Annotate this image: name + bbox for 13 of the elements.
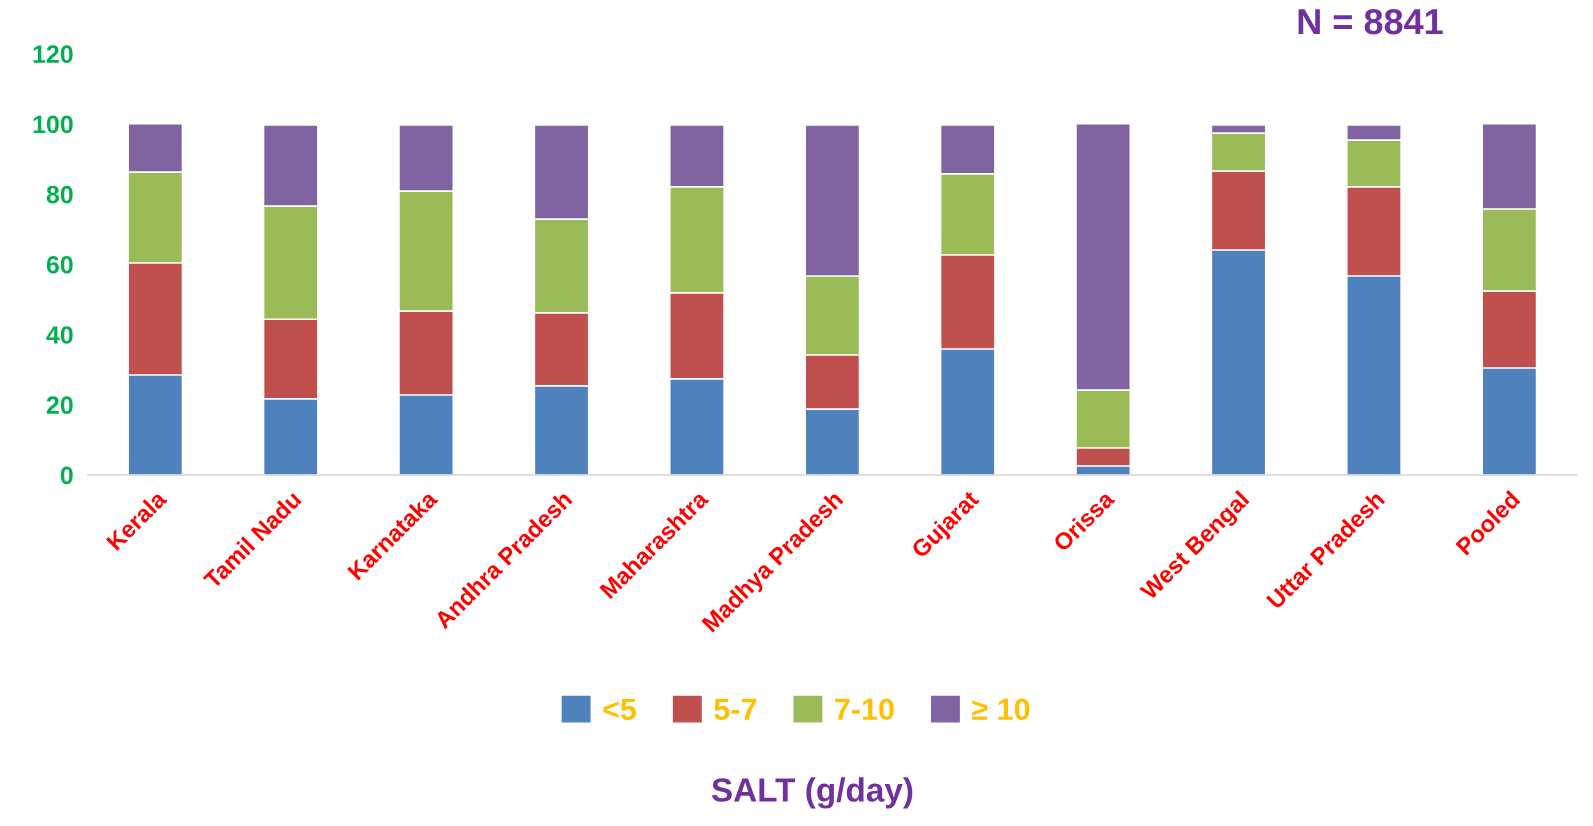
y-tick-label: 120 bbox=[33, 45, 73, 63]
y-tick-label: 0 bbox=[60, 466, 73, 485]
legend-label: 7-10 bbox=[835, 698, 894, 721]
legend-label: 5-7 bbox=[714, 698, 757, 721]
y-tick-label: 80 bbox=[46, 185, 73, 204]
x-axis-title: SALT (g/day) bbox=[711, 777, 913, 809]
legend-label: <5 bbox=[603, 698, 637, 721]
y-tick-label: 20 bbox=[46, 396, 73, 415]
y-tick-label: 60 bbox=[46, 255, 73, 274]
legend-label: ≥ 10 bbox=[972, 698, 1030, 721]
y-tick-label: 40 bbox=[46, 326, 73, 344]
y-tick-label: 100 bbox=[33, 115, 73, 134]
text: N = 8841 bbox=[1298, 8, 1443, 35]
